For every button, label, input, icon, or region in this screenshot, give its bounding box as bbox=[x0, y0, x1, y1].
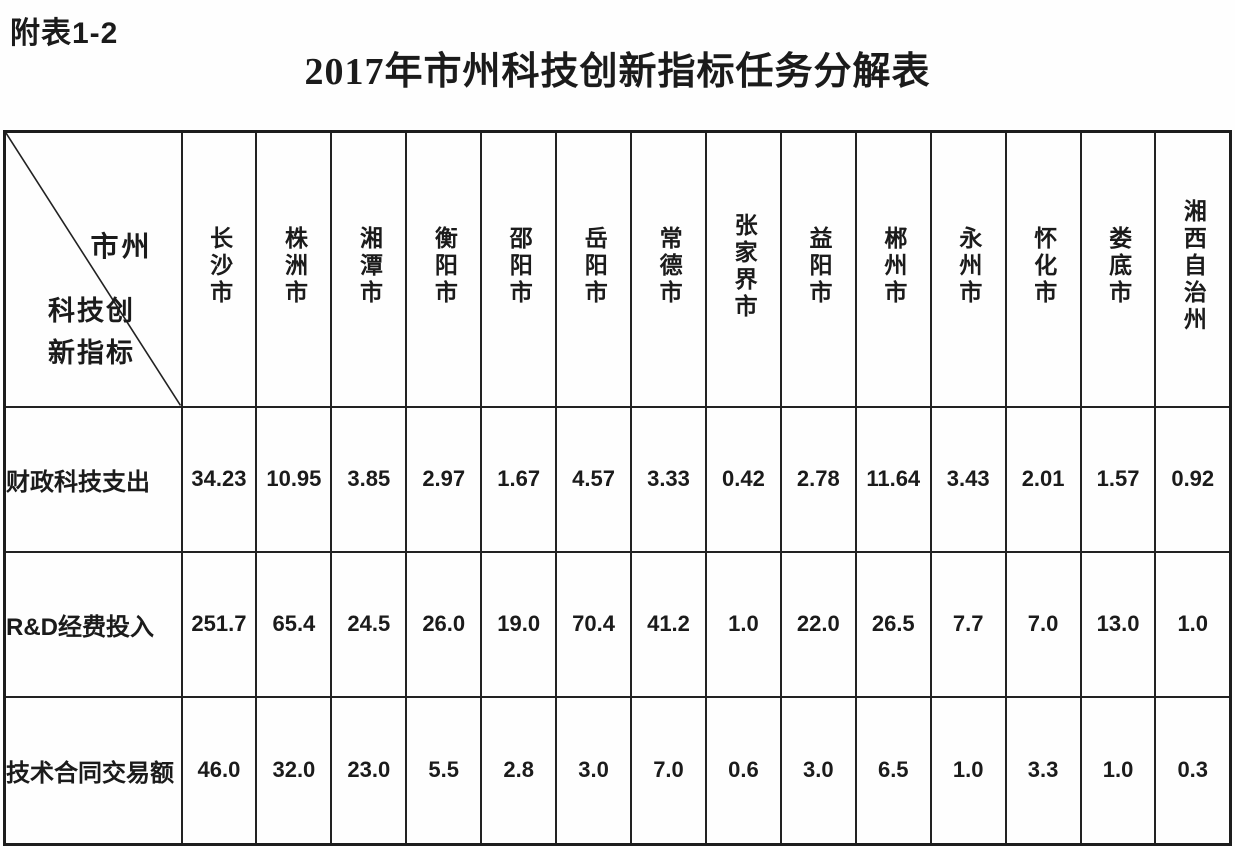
column-header-label: 岳阳市 bbox=[581, 226, 608, 308]
value-cell: 19.0 bbox=[480, 550, 558, 698]
column-header-zhuzhou: 株洲市 bbox=[255, 130, 333, 408]
value-cell: 3.0 bbox=[779, 695, 857, 846]
value-cell: 32.0 bbox=[255, 695, 333, 846]
value-cell: 0.42 bbox=[704, 405, 782, 553]
column-header-loudi: 娄底市 bbox=[1079, 130, 1157, 408]
table-header-row: 市州 科技创新指标 长沙市 株洲市 湘潭市 衡阳市 邵阳市 岳阳市 常德市 张家… bbox=[3, 130, 1232, 408]
value-cell: 0.6 bbox=[704, 695, 782, 846]
value-cell: 1.0 bbox=[704, 550, 782, 698]
value-cell: 6.5 bbox=[854, 695, 932, 846]
column-header-label: 益阳市 bbox=[805, 226, 832, 308]
value-cell: 4.57 bbox=[555, 405, 633, 553]
value-cell: 34.23 bbox=[180, 405, 258, 553]
corner-cell: 市州 科技创新指标 bbox=[3, 130, 183, 408]
value-cell: 23.0 bbox=[330, 695, 408, 846]
value-cell: 3.43 bbox=[929, 405, 1007, 553]
value-cell: 46.0 bbox=[180, 695, 258, 846]
value-cell: 3.85 bbox=[330, 405, 408, 553]
row-label: 技术合同交易额 bbox=[3, 695, 183, 846]
value-cell: 24.5 bbox=[330, 550, 408, 698]
table-row-tech-contract-volume: 技术合同交易额 46.0 32.0 23.0 5.5 2.8 3.0 7.0 0… bbox=[3, 695, 1232, 846]
column-header-label: 娄底市 bbox=[1105, 226, 1132, 308]
column-header-label: 湘潭市 bbox=[356, 226, 383, 308]
value-cell: 11.64 bbox=[854, 405, 932, 553]
value-cell: 1.67 bbox=[480, 405, 558, 553]
value-cell: 7.0 bbox=[1004, 550, 1082, 698]
value-cell: 0.3 bbox=[1154, 695, 1232, 846]
value-cell: 13.0 bbox=[1079, 550, 1157, 698]
value-cell: 5.5 bbox=[405, 695, 483, 846]
value-cell: 251.7 bbox=[180, 550, 258, 698]
column-header-label: 邵阳市 bbox=[506, 226, 533, 308]
value-cell: 70.4 bbox=[555, 550, 633, 698]
column-header-xiangxi: 湘西自治州 bbox=[1154, 130, 1232, 408]
value-cell: 26.5 bbox=[854, 550, 932, 698]
column-header-label: 长沙市 bbox=[206, 226, 233, 308]
column-header-changsha: 长沙市 bbox=[180, 130, 258, 408]
corner-label-city: 市州 bbox=[90, 231, 153, 262]
column-header-huaihua: 怀化市 bbox=[1004, 130, 1082, 408]
column-header-yongzhou: 永州市 bbox=[929, 130, 1007, 408]
column-header-label: 株洲市 bbox=[281, 226, 308, 308]
column-header-hengyang: 衡阳市 bbox=[405, 130, 483, 408]
value-cell: 2.78 bbox=[779, 405, 857, 553]
table-row-fiscal-expenditure: 财政科技支出 34.23 10.95 3.85 2.97 1.67 4.57 3… bbox=[3, 405, 1232, 553]
column-header-zhangjiajie: 张家界市 bbox=[704, 130, 782, 408]
value-cell: 2.01 bbox=[1004, 405, 1082, 553]
value-cell: 22.0 bbox=[779, 550, 857, 698]
diagonal-divider-line bbox=[6, 133, 181, 406]
column-header-label: 郴州市 bbox=[880, 226, 907, 308]
value-cell: 1.0 bbox=[929, 695, 1007, 846]
value-cell: 3.3 bbox=[1004, 695, 1082, 846]
value-cell: 1.0 bbox=[1154, 550, 1232, 698]
value-cell: 3.0 bbox=[555, 695, 633, 846]
value-cell: 7.7 bbox=[929, 550, 1007, 698]
column-header-label: 湘西自治州 bbox=[1180, 199, 1207, 335]
indicator-table: 市州 科技创新指标 长沙市 株洲市 湘潭市 衡阳市 邵阳市 岳阳市 常德市 张家… bbox=[3, 130, 1232, 846]
value-cell: 3.33 bbox=[630, 405, 707, 553]
value-cell: 7.0 bbox=[630, 695, 707, 846]
column-header-label: 永州市 bbox=[955, 226, 982, 308]
column-header-label: 衡阳市 bbox=[431, 226, 458, 308]
value-cell: 41.2 bbox=[630, 550, 707, 698]
value-cell: 2.97 bbox=[405, 405, 483, 553]
column-header-yueyang: 岳阳市 bbox=[555, 130, 633, 408]
value-cell: 10.95 bbox=[255, 405, 333, 553]
value-cell: 26.0 bbox=[405, 550, 483, 698]
value-cell: 1.0 bbox=[1079, 695, 1157, 846]
column-header-yiyang: 益阳市 bbox=[779, 130, 857, 408]
column-header-label: 常德市 bbox=[656, 226, 683, 308]
column-header-xiangtan: 湘潭市 bbox=[330, 130, 408, 408]
column-header-changde: 常德市 bbox=[630, 130, 707, 408]
value-cell: 1.57 bbox=[1079, 405, 1157, 553]
document-title: 2017年市州科技创新指标任务分解表 bbox=[304, 51, 931, 93]
table-row-rd-investment: R&D经费投入 251.7 65.4 24.5 26.0 19.0 70.4 4… bbox=[3, 550, 1232, 698]
value-cell: 65.4 bbox=[255, 550, 333, 698]
column-header-shaoyang: 邵阳市 bbox=[480, 130, 558, 408]
row-label: R&D经费投入 bbox=[3, 550, 183, 698]
column-header-label: 张家界市 bbox=[731, 212, 758, 321]
row-label: 财政科技支出 bbox=[3, 405, 183, 553]
value-cell: 2.8 bbox=[480, 695, 558, 846]
value-cell: 0.92 bbox=[1154, 405, 1232, 553]
corner-label-indicator: 科技创新指标 bbox=[48, 296, 135, 368]
column-header-chenzhou: 郴州市 bbox=[854, 130, 932, 408]
attachment-label: 附表1-2 bbox=[10, 17, 119, 50]
column-header-label: 怀化市 bbox=[1030, 226, 1057, 308]
